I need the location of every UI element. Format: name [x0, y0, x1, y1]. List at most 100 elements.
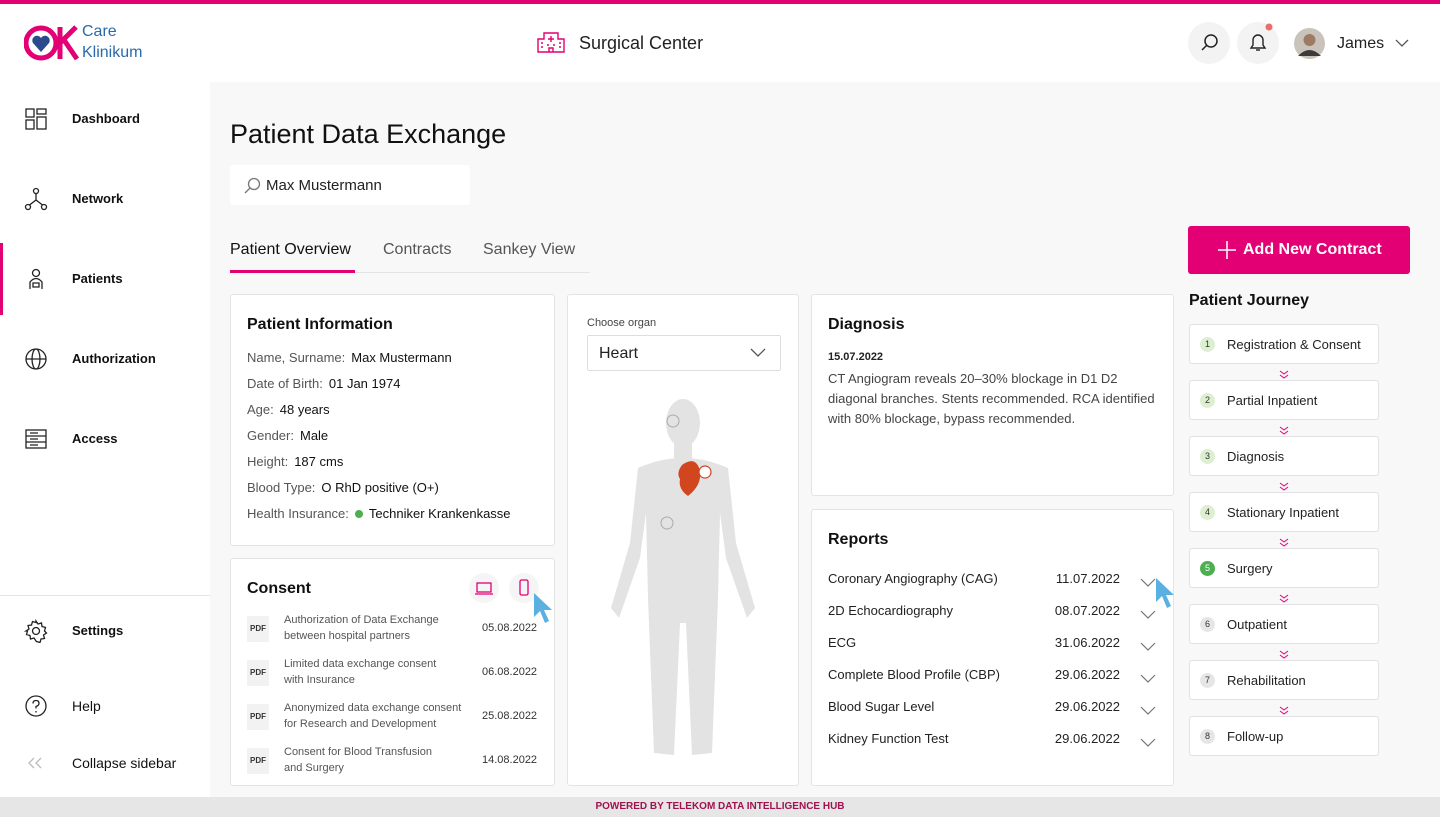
field-value: Max Mustermann — [351, 350, 452, 365]
field-label: Blood Type: — [247, 480, 316, 495]
nav-item[interactable]: Collapse sidebar — [72, 755, 177, 771]
report-name[interactable]: Blood Sugar Level — [828, 699, 935, 714]
step-connector — [1278, 367, 1290, 379]
active-indicator — [0, 243, 3, 315]
nav-item[interactable]: Network — [72, 191, 124, 206]
notifications-button[interactable] — [1237, 22, 1279, 64]
card-title: Consent — [247, 580, 311, 597]
step-label: Diagnosis — [1227, 449, 1285, 464]
document-title[interactable]: Consent for Blood Transfusion — [284, 746, 432, 758]
nav-item[interactable]: Patients — [72, 271, 123, 286]
step-number: 3 — [1200, 449, 1215, 464]
nav-icon — [24, 427, 48, 451]
report-name[interactable]: Complete Blood Profile (CBP) — [828, 667, 1000, 682]
step-label: Follow-up — [1227, 729, 1284, 744]
document-title[interactable]: Anonymized data exchange consent — [284, 702, 462, 714]
facility-name: Surgical Center — [579, 33, 704, 53]
step-number: 2 — [1200, 393, 1215, 408]
step-label: Rehabilitation — [1227, 673, 1306, 688]
journey-step[interactable]: 5 Surgery — [1189, 548, 1379, 588]
journey-step[interactable]: 4 Stationary Inpatient — [1189, 492, 1379, 532]
expand-chevron[interactable] — [1140, 735, 1156, 747]
step-number: 7 — [1200, 673, 1215, 688]
nav-icon — [23, 618, 48, 644]
journey-step[interactable]: 1 Registration & Consent — [1189, 324, 1379, 364]
nav-item[interactable]: Help — [72, 698, 101, 714]
journey-step[interactable]: 6 Outpatient — [1189, 604, 1379, 644]
expand-chevron[interactable] — [1140, 607, 1156, 619]
nav-icon — [24, 107, 48, 131]
page-title: Patient Data Exchange — [230, 119, 507, 149]
desktop-button[interactable] — [469, 573, 499, 603]
tab[interactable]: Patient Overview — [230, 241, 351, 258]
organ-select[interactable]: Heart — [587, 335, 781, 371]
search-button[interactable] — [1188, 22, 1230, 64]
nav-icon — [24, 347, 48, 371]
journey-title: Patient Journey — [1189, 292, 1310, 309]
field-row: Blood Type: O RhD positive (O+) — [247, 480, 439, 495]
report-name[interactable]: 2D Echocardiography — [828, 603, 954, 618]
status-dot — [354, 509, 363, 518]
document-title[interactable]: Authorization of Data Exchange — [284, 614, 439, 626]
report-name[interactable]: Kidney Function Test — [828, 731, 949, 746]
patient-info-card: Patient Information Name, Surname: Max Mu… — [230, 294, 555, 546]
nav-item[interactable]: Authorization — [72, 351, 156, 366]
step-connector — [1278, 535, 1290, 547]
journey-step[interactable]: 8 Follow-up — [1189, 716, 1379, 756]
expand-chevron[interactable] — [1140, 703, 1156, 715]
field-label: Age: — [247, 402, 274, 417]
expand-chevron[interactable] — [1140, 639, 1156, 651]
step-connector — [1278, 423, 1290, 435]
pdf-icon: PDF — [247, 748, 269, 774]
field-value: 01 Jan 1974 — [328, 376, 401, 391]
step-label: Registration & Consent — [1227, 337, 1361, 352]
pdf-icon: PDF — [247, 616, 269, 642]
step-connector — [1278, 647, 1290, 659]
report-date: 08.07.2022 — [1054, 603, 1120, 618]
report-name[interactable]: ECG — [828, 635, 857, 650]
active-tab-underline — [230, 270, 355, 273]
journey-step[interactable]: 2 Partial Inpatient — [1189, 380, 1379, 420]
expand-chevron[interactable] — [1140, 575, 1156, 587]
journey-step[interactable]: 7 Rehabilitation — [1189, 660, 1379, 700]
field-row: Date of Birth: 01 Jan 1974 — [247, 376, 400, 391]
journey-step[interactable]: 3 Diagnosis — [1189, 436, 1379, 476]
nav-item[interactable]: Settings — [72, 623, 124, 638]
document-title[interactable]: with Insurance — [284, 674, 355, 686]
step-label: Surgery — [1227, 561, 1273, 576]
logo-text: Klinikum — [82, 44, 143, 61]
search-box[interactable]: Max Mustermann — [230, 165, 470, 205]
user-menu-chevron[interactable] — [1395, 38, 1409, 48]
document-title[interactable]: between hospital partners — [284, 630, 410, 642]
nav-item[interactable]: Dashboard — [72, 111, 140, 126]
step-connector — [1278, 703, 1290, 715]
tab[interactable]: Sankey View — [483, 241, 576, 258]
user-name[interactable]: James — [1337, 35, 1385, 52]
tab[interactable]: Contracts — [383, 241, 452, 258]
search-text: Max Mustermann — [266, 177, 382, 194]
field-label: Health Insurance: — [247, 506, 349, 521]
reports-card: Reports Coronary Angiography (CAG) 11.07.… — [811, 509, 1174, 786]
field-label: Height: — [247, 454, 289, 469]
document-title[interactable]: for Research and Development — [284, 718, 437, 730]
field-value: Techniker Krankenkasse — [368, 506, 511, 521]
step-number: 4 — [1200, 505, 1215, 520]
expand-chevron[interactable] — [1140, 671, 1156, 683]
add-contract-button[interactable]: Add New Contract — [1188, 226, 1410, 274]
field-row: Gender: Male — [247, 428, 328, 443]
report-name[interactable]: Coronary Angiography (CAG) — [828, 571, 998, 586]
step-number: 5 — [1200, 561, 1215, 576]
document-date: 14.08.2022 — [482, 754, 538, 766]
pdf-icon: PDF — [247, 704, 269, 730]
diagnosis-card: Diagnosis 15.07.2022 CT Angiogram reveal… — [811, 294, 1174, 496]
nav-item[interactable]: Access — [72, 431, 118, 446]
field-row: Health Insurance: Techniker Krankenkasse — [247, 506, 511, 521]
diagnosis-text: CT Angiogram reveals 20–30% blockage in … — [828, 371, 1155, 426]
document-title[interactable]: Limited data exchange consent — [284, 658, 437, 670]
sidebar-divider — [0, 595, 210, 596]
step-number: 6 — [1200, 617, 1215, 632]
card-title: Diagnosis — [828, 316, 905, 333]
document-title[interactable]: and Surgery — [284, 762, 344, 774]
avatar[interactable] — [1294, 28, 1325, 59]
